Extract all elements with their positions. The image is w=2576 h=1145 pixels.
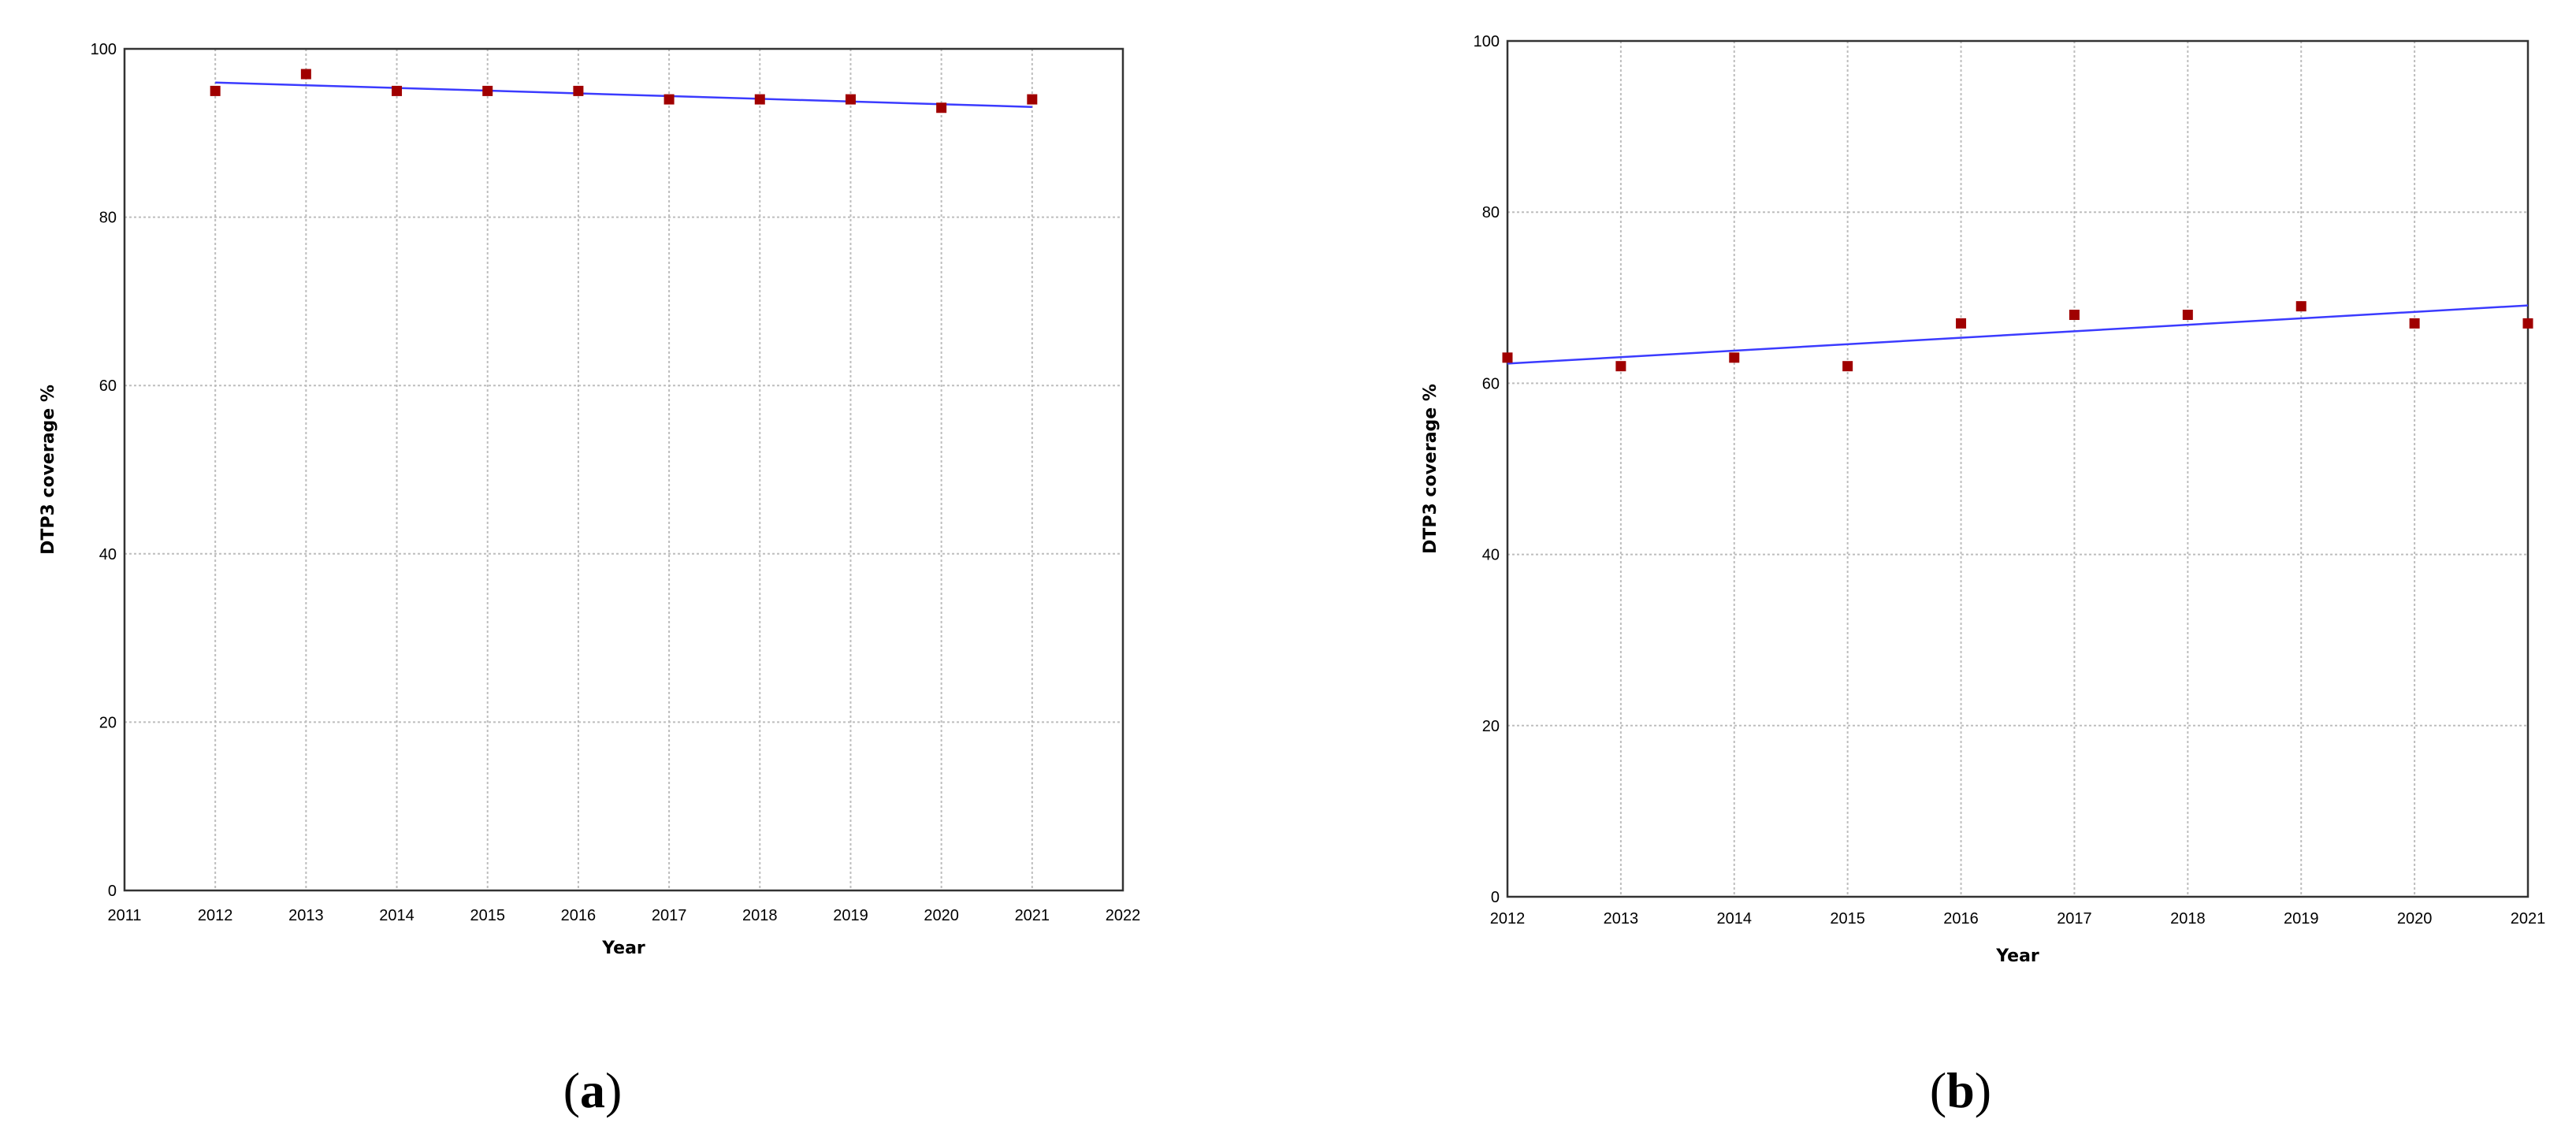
data-point-a-2015 [482, 85, 493, 96]
x-tick-label-a-10: 2021 [1015, 907, 1050, 924]
x-tick-label-b-2: 2014 [1717, 910, 1753, 928]
y-tick-label-a-5: 100 [91, 41, 117, 58]
panel-label-b-letter: b [1946, 1062, 1975, 1118]
chart-panel-b: 2012 2013 2014 2015 2016 2017 2018 2019 2020 2021… [1421, 33, 2545, 966]
data-point-a-2016 [573, 85, 584, 96]
data-point-b-2015 [1842, 361, 1853, 372]
x-tick-label-a-2: 2013 [288, 907, 324, 924]
plot-frame-a [123, 47, 1124, 892]
data-point-b-2017 [2069, 310, 2080, 321]
y-tick-label-b-2: 40 [1482, 547, 1500, 564]
data-point-b-2019 [2295, 301, 2307, 312]
x-tick-label-a-4: 2015 [470, 907, 505, 924]
y-tick-label-a-0: 0 [108, 883, 117, 900]
x-tick-label-b-4: 2016 [1943, 910, 1979, 928]
data-point-b-2012 [1502, 352, 1513, 363]
data-point-a-2012 [210, 85, 221, 96]
panel-label-a: (a) [563, 1062, 623, 1118]
x-tick-label-b-9: 2021 [2511, 910, 2546, 928]
panel-label-a-close: ) [605, 1062, 622, 1118]
panel-label-b-open: ( [1930, 1062, 1946, 1118]
data-point-b-2014 [1729, 352, 1740, 363]
data-point-b-2013 [1615, 361, 1626, 372]
x-tick-label-b-0: 2012 [1490, 910, 1526, 928]
data-point-a-2019 [845, 94, 856, 105]
data-point-a-2020 [936, 102, 947, 113]
y-axis-title-a: DTP3 coverage % [39, 385, 58, 555]
trend-line-a [215, 81, 1032, 108]
panel-label-a-letter: a [580, 1062, 605, 1118]
x-tick-label-a-1: 2012 [198, 907, 233, 924]
y-tick-label-a-3: 60 [99, 377, 117, 395]
panel-label-b: (b) [1930, 1062, 1991, 1118]
data-point-b-2020 [2409, 318, 2420, 329]
x-tick-label-a-5: 2016 [561, 907, 597, 924]
y-tick-label-b-5: 100 [1474, 33, 1500, 50]
plot-frame-b [1506, 39, 2530, 898]
x-tick-label-b-5: 2017 [2057, 910, 2092, 928]
x-tick-label-b-1: 2013 [1604, 910, 1639, 928]
x-tick-label-a-6: 2017 [652, 907, 687, 924]
x-axis-title-a: Year [601, 939, 645, 958]
data-point-a-2014 [392, 85, 403, 96]
trend-line-b [1507, 304, 2529, 365]
x-tick-label-a-0: 2011 [107, 907, 141, 924]
data-point-b-2021 [2522, 318, 2533, 329]
x-tick-label-b-6: 2018 [2170, 910, 2206, 928]
data-point-b-2016 [1956, 318, 1967, 329]
x-tick-label-b-3: 2015 [1830, 910, 1865, 928]
x-tick-label-a-7: 2018 [742, 907, 778, 924]
y-tick-label-a-4: 80 [99, 210, 117, 227]
x-tick-label-a-3: 2014 [379, 907, 414, 924]
x-tick-label-a-8: 2019 [833, 907, 868, 924]
panel-label-b-close: ) [1975, 1062, 1991, 1118]
data-point-a-2018 [754, 94, 765, 105]
data-point-a-2013 [300, 69, 311, 80]
y-tick-label-a-1: 20 [99, 714, 117, 731]
chart-panel-a: 2011 2012 2013 2014 2015 2016 2017 2018 2019 2020… [39, 41, 1140, 958]
x-tick-label-a-9: 2020 [924, 907, 959, 924]
x-tick-label-b-7: 2019 [2284, 910, 2319, 928]
data-point-b-2018 [2182, 310, 2193, 321]
data-point-a-2017 [664, 94, 675, 105]
x-tick-label-b-8: 2020 [2397, 910, 2433, 928]
x-axis-title-b: Year [1995, 946, 2039, 966]
data-point-a-2021 [1027, 94, 1038, 105]
x-tick-label-a-11: 2022 [1106, 907, 1141, 924]
y-tick-label-a-2: 40 [99, 546, 117, 563]
y-tick-label-b-1: 20 [1482, 718, 1500, 735]
y-tick-label-b-0: 0 [1491, 889, 1500, 906]
y-tick-label-b-4: 80 [1482, 204, 1500, 221]
y-axis-title-b: DTP3 coverage % [1421, 384, 1440, 554]
y-tick-label-b-3: 60 [1482, 375, 1500, 392]
panel-label-a-open: ( [563, 1062, 580, 1118]
